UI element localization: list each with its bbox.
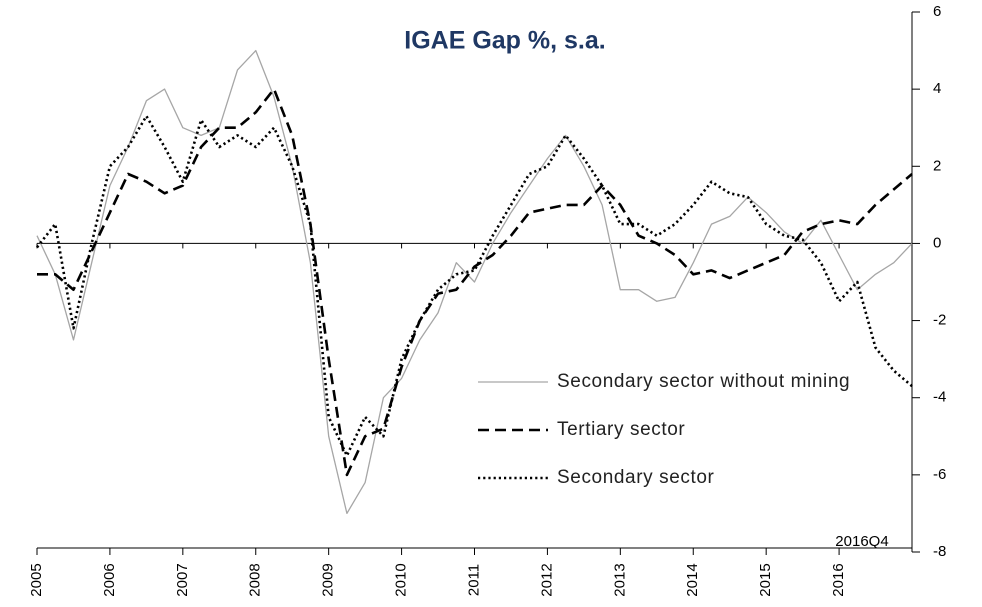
x-tick-label: 2012 <box>538 563 555 596</box>
x-tick-label: 2008 <box>247 563 264 596</box>
legend-label: Secondary sector <box>557 467 715 488</box>
series-line <box>37 87 913 477</box>
chart-title: IGAE Gap %, s.a. <box>404 27 605 55</box>
x-tick-label: 2015 <box>757 563 774 596</box>
legend-label: Secondary sector without mining <box>557 371 851 392</box>
x-tick-label: 2014 <box>684 563 701 596</box>
y-tick-label: -8 <box>933 543 946 560</box>
x-tick-label: 2016 <box>830 563 847 596</box>
y-tick-label: 6 <box>933 3 941 20</box>
y-tick-label: 0 <box>933 234 941 251</box>
x-tick-label: 2009 <box>320 563 337 596</box>
series-line <box>36 49 913 515</box>
x-tick-label: 2011 <box>465 564 482 596</box>
x-tick-label: 2007 <box>174 563 191 596</box>
legend-label: Tertiary sector <box>557 419 686 440</box>
series-line <box>35 114 913 457</box>
x-tick-label: 2006 <box>101 563 118 596</box>
x-tick-label: 2010 <box>393 563 410 596</box>
x-tick-label: 2005 <box>28 563 45 596</box>
x-tick-label: 2013 <box>611 563 628 596</box>
y-tick-label: -2 <box>933 312 946 329</box>
y-tick-label: -6 <box>933 466 946 483</box>
y-tick-label: 4 <box>933 80 941 97</box>
y-tick-label: 2 <box>933 157 941 174</box>
annotation: 2016Q4 <box>835 533 888 550</box>
y-tick-label: -4 <box>933 389 946 406</box>
